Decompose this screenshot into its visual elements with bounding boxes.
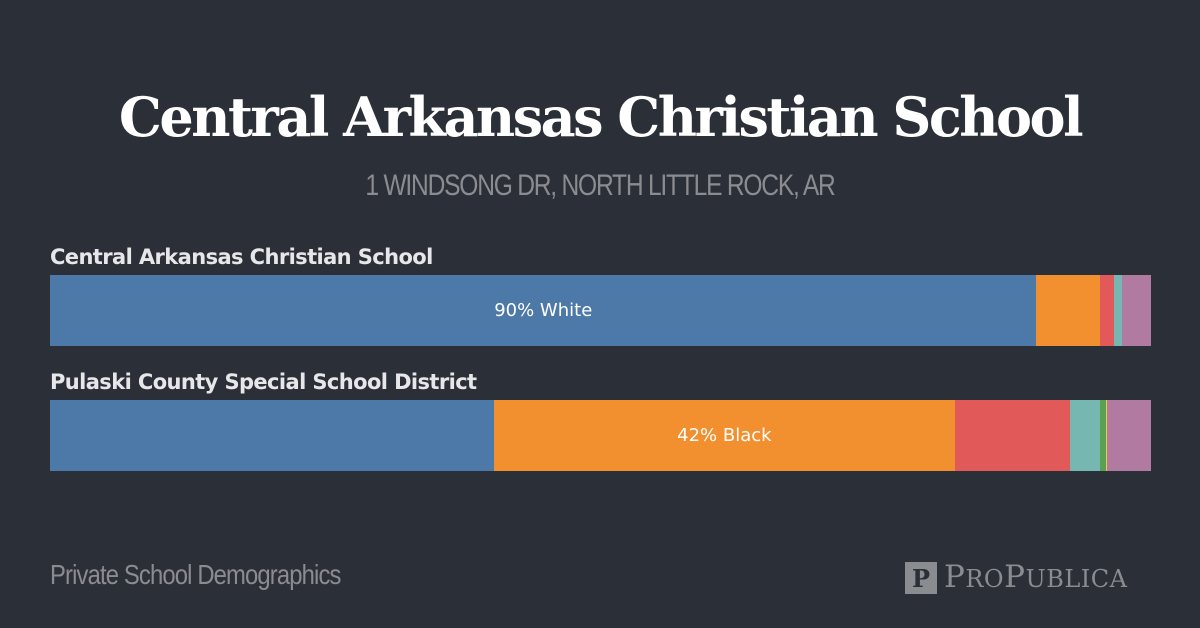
- bar-segment-white: [50, 400, 494, 471]
- bar-segment-two-or-more-races: [1106, 400, 1151, 471]
- bar-segment-white: 90% White: [50, 275, 1037, 346]
- propublica-logo: P PROPUBLICA: [905, 561, 1127, 595]
- bar-segment-pacific-islander: [1105, 400, 1107, 471]
- school-address: 1 WINDSONG DR, NORTH LITTLE ROCK, AR: [365, 169, 835, 202]
- row-label-district: Pulaski County Special School District: [50, 370, 477, 394]
- bar-segment-hispanic: [955, 400, 1070, 471]
- bar-segment-hispanic: [1100, 275, 1114, 346]
- bar-segment-black: [1036, 275, 1101, 346]
- footer-caption: Private School Demographics: [50, 559, 341, 590]
- stacked-bar-district: 42% Black: [50, 400, 1151, 471]
- segment-label: 90% White: [494, 300, 593, 321]
- bar-segment-asian: [1113, 275, 1123, 346]
- segment-label: 42% Black: [677, 425, 772, 446]
- bar-segment-two-or-more-races: [1122, 275, 1151, 346]
- page-title: Central Arkansas Christian School: [118, 85, 1084, 149]
- stacked-bar-school: 90% White: [50, 275, 1151, 346]
- brand-wordmark: PROPUBLICA: [944, 559, 1128, 595]
- bar-segment-black: 42% Black: [493, 400, 955, 471]
- bar-segment-native-american: [1100, 400, 1106, 471]
- bar-segment-asian: [1069, 400, 1101, 471]
- row-label-school: Central Arkansas Christian School: [50, 245, 433, 269]
- propublica-p-icon: P: [905, 562, 937, 594]
